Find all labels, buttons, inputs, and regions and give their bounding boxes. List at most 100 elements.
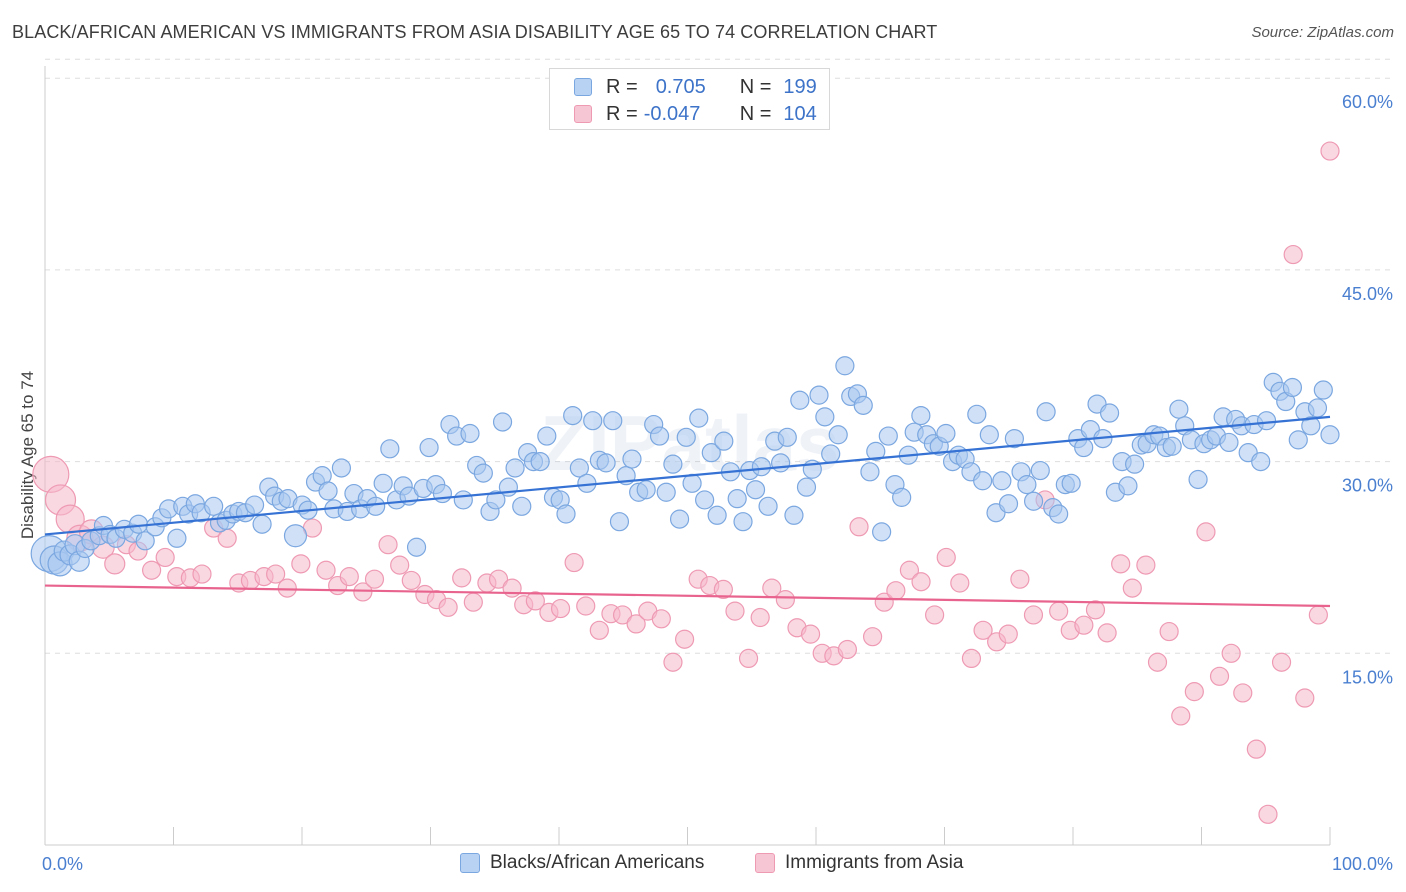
point-asia xyxy=(1147,652,1168,672)
point-blacks xyxy=(432,483,453,504)
point-asia xyxy=(1074,615,1094,635)
point-asia xyxy=(1049,601,1069,621)
point-blacks xyxy=(596,453,616,473)
point-asia xyxy=(291,554,311,574)
n-label: N = xyxy=(739,102,772,125)
point-asia xyxy=(1136,555,1156,575)
point-blacks xyxy=(505,458,525,478)
point-blacks xyxy=(603,411,623,431)
point-asia xyxy=(998,624,1018,644)
point-asia xyxy=(775,590,795,610)
point-blacks xyxy=(892,487,912,507)
point-asia xyxy=(277,578,297,598)
x-tick-label: 0.0% xyxy=(42,854,83,874)
point-asia xyxy=(750,607,770,628)
point-asia xyxy=(1246,739,1266,759)
point-blacks xyxy=(1282,377,1303,398)
point-asia xyxy=(1010,569,1030,589)
point-asia xyxy=(1209,666,1230,686)
point-blacks xyxy=(1320,425,1340,445)
point-blacks xyxy=(992,471,1012,491)
point-asia xyxy=(663,652,683,672)
point-asia xyxy=(725,601,745,621)
point-blacks xyxy=(1169,399,1189,419)
point-asia xyxy=(674,629,695,649)
point-blacks xyxy=(636,480,656,500)
point-asia xyxy=(1283,244,1303,265)
point-asia xyxy=(401,570,421,591)
point-blacks xyxy=(569,458,589,478)
point-blacks xyxy=(1099,403,1120,423)
point-asia xyxy=(1122,578,1142,598)
point-blacks xyxy=(331,458,352,478)
point-blacks xyxy=(1313,380,1333,400)
gridlines xyxy=(45,58,1395,654)
point-blacks xyxy=(366,496,386,516)
point-asia xyxy=(192,564,212,584)
point-asia xyxy=(738,648,759,669)
point-asia xyxy=(1097,623,1117,643)
x-tick-label: 100.0% xyxy=(1332,854,1393,874)
point-blacks xyxy=(1188,469,1208,490)
point-asia xyxy=(550,598,571,619)
point-blacks xyxy=(979,425,999,445)
point-blacks xyxy=(460,423,480,444)
point-asia xyxy=(899,560,920,580)
point-blacks xyxy=(453,490,473,510)
pink-swatch xyxy=(574,105,592,123)
point-asia xyxy=(950,573,970,593)
point-blacks xyxy=(821,444,841,464)
point-asia xyxy=(576,596,596,616)
r-value: 0.705 xyxy=(655,75,706,98)
point-blacks xyxy=(973,471,993,491)
point-blacks xyxy=(1301,416,1321,436)
n-value: 199 xyxy=(783,75,817,98)
point-asia xyxy=(849,517,869,537)
point-blacks xyxy=(733,512,753,532)
point-blacks xyxy=(790,390,810,410)
point-asia xyxy=(925,605,945,625)
point-asia xyxy=(1233,683,1253,703)
point-asia xyxy=(837,639,857,660)
point-asia xyxy=(364,569,385,589)
point-blacks xyxy=(835,356,855,376)
legend-row-asia: R = -0.047 N = 104 xyxy=(574,101,817,127)
point-asia xyxy=(589,620,609,640)
point-blacks xyxy=(135,531,155,551)
correlation-legend: R = 0.705 N = 199 R = -0.047 N = 104 xyxy=(549,68,830,130)
point-asia xyxy=(612,605,633,625)
point-blacks xyxy=(784,505,804,525)
point-asia xyxy=(141,560,162,580)
point-blacks xyxy=(669,509,690,529)
point-blacks xyxy=(492,412,513,432)
point-asia xyxy=(874,592,894,612)
point-asia xyxy=(452,568,472,588)
pink-swatch xyxy=(755,853,775,873)
point-blacks xyxy=(967,404,987,424)
blue-swatch xyxy=(460,853,480,873)
point-asia xyxy=(1171,706,1191,726)
point-asia xyxy=(651,609,671,629)
point-blacks xyxy=(656,482,676,502)
point-blacks xyxy=(1074,437,1094,458)
trend-line-asia xyxy=(44,584,1331,608)
point-asia xyxy=(339,567,359,587)
point-asia xyxy=(488,569,509,589)
point-blacks xyxy=(537,426,557,446)
point-blacks xyxy=(777,427,797,447)
point-blacks xyxy=(1251,452,1271,472)
point-blacks xyxy=(695,490,715,510)
point-asia xyxy=(800,624,821,644)
point-blacks xyxy=(727,489,747,509)
point-asia xyxy=(1295,688,1315,708)
point-blacks xyxy=(828,425,848,445)
point-blacks xyxy=(853,395,873,415)
point-asia xyxy=(862,627,883,647)
point-blacks xyxy=(167,528,187,548)
r-label: R = xyxy=(606,75,638,98)
point-asia xyxy=(1308,605,1328,625)
point-asia xyxy=(104,553,126,575)
point-blacks xyxy=(1288,430,1308,450)
point-asia xyxy=(973,620,993,640)
